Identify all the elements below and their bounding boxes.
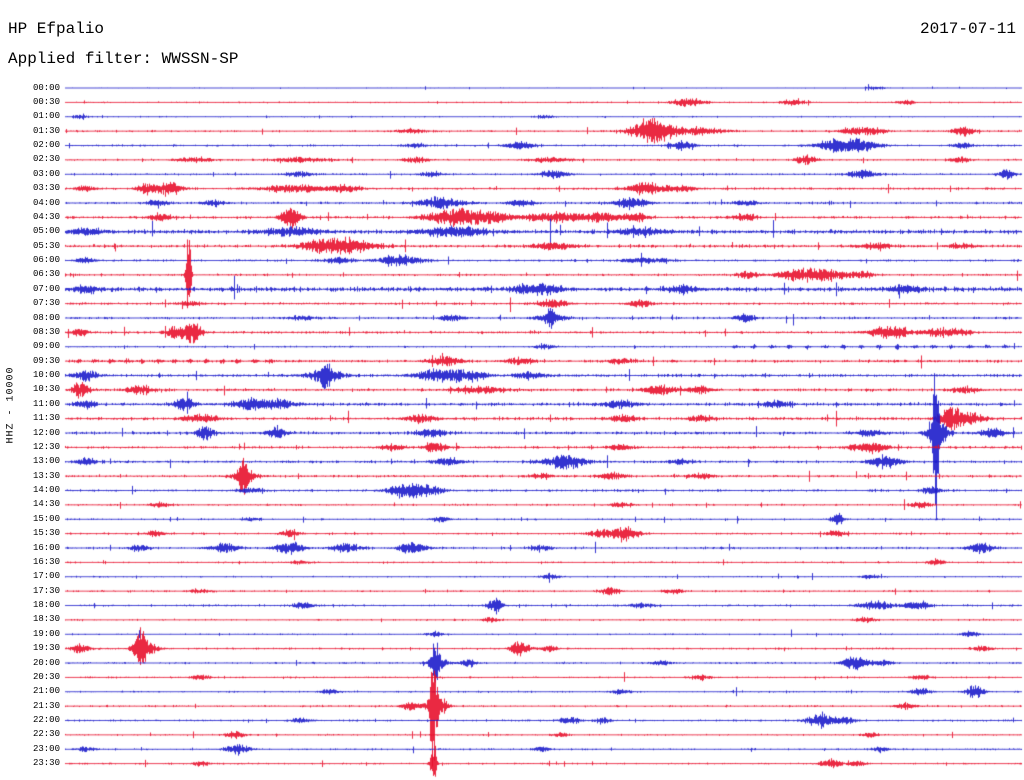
trace-time-label: 14:30 [32,499,60,510]
trace-time-label: 23:00 [32,743,60,754]
trace-time-label: 05:00 [32,226,60,237]
trace-time-label: 15:30 [32,528,60,539]
trace-time-label: 11:30 [32,413,60,424]
filter-label: Applied filter: WWSSN-SP [8,50,239,68]
trace-time-label: 09:00 [32,341,60,352]
trace-time-label: 18:00 [32,600,60,610]
trace-time-label: 06:00 [32,255,60,265]
trace-time-label: 01:00 [32,111,60,122]
trace-time-label: 13:30 [32,470,60,481]
trace-time-label: 06:30 [32,269,60,280]
trace-time-label: 07:00 [32,283,60,294]
trace-time-label: 18:30 [32,614,60,625]
time-axis: 00:00 00:30 01:00 01:30 02:00 02:30 03:00 03:30… [0,0,64,780]
trace-time-label: 10:30 [32,384,60,395]
date-label: 2017-07-11 [919,20,1016,38]
trace-time-label: 20:00 [32,657,60,668]
trace-time-label: 19:00 [32,628,60,639]
trace-time-label: 16:00 [32,542,60,553]
station-title: HP Efpalio [8,20,105,38]
trace-time-label: 04:00 [32,197,60,208]
trace-time-label: 17:30 [32,585,60,596]
trace-time-label: 12:00 [32,427,60,438]
trace-time-label: 17:00 [32,571,60,582]
trace-time-label: 02:30 [32,154,60,165]
trace-time-label: 09:30 [32,355,60,366]
trace-time-label: 14:00 [32,485,60,495]
header: HP Efpalio 2017-07-11 [8,20,1016,38]
trace-time-label: 22:30 [32,729,60,740]
trace-time-label: 23:30 [32,758,60,769]
trace-time-label: 03:30 [32,183,60,194]
trace-time-label: 21:00 [32,686,60,697]
trace-time-label: 20:30 [32,671,60,682]
trace-time-label: 01:30 [32,125,60,136]
trace-time-label: 13:00 [32,456,60,467]
trace-time-label: 08:30 [32,326,60,337]
trace-time-label: 04:30 [32,211,60,222]
trace-time-label: 11:00 [32,398,60,409]
trace-time-label: 02:00 [32,140,60,150]
trace-time-label: 05:30 [32,240,60,251]
trace-time-label: 12:30 [32,441,60,452]
trace-time-label: 00:30 [32,96,60,107]
trace-time-label: 19:30 [32,643,60,654]
trace-time-label: 03:00 [32,168,60,179]
trace-time-label: 21:30 [32,700,60,711]
trace-time-label: 22:00 [32,715,60,725]
trace-time-label: 10:00 [32,370,60,380]
trace-time-label: 07:30 [32,298,60,309]
trace-time-label: 16:30 [32,556,60,567]
trace-time-label: 15:00 [32,513,60,524]
trace-time-label: 08:00 [32,312,60,323]
trace-time-label: 00:00 [32,82,60,93]
